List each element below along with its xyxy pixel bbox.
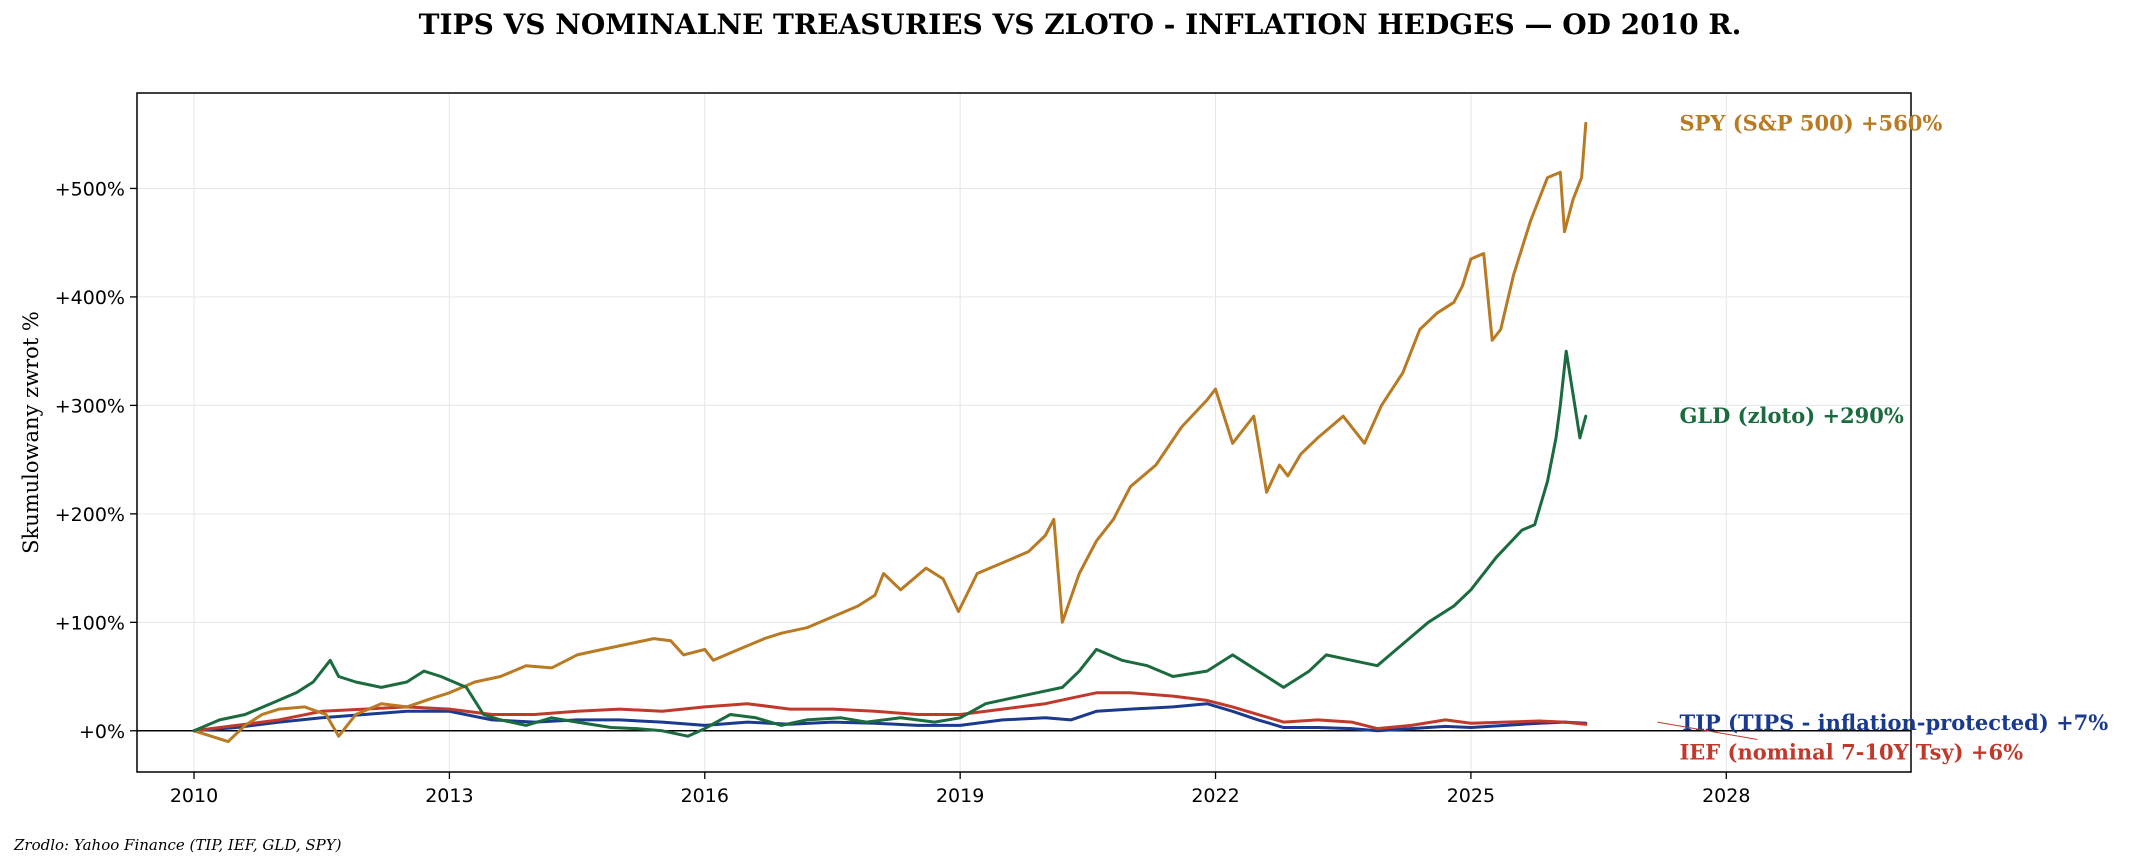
y-tick-label: +500% bbox=[55, 178, 125, 200]
x-tick-label: 2022 bbox=[1191, 785, 1239, 807]
series-line bbox=[192, 702, 1588, 733]
label-leader-line bbox=[1657, 721, 1758, 740]
y-tick-label: +200% bbox=[55, 504, 125, 526]
y-tick-label: +400% bbox=[55, 287, 125, 309]
x-tick-label: 2013 bbox=[425, 785, 473, 807]
x-tick-label: 2010 bbox=[170, 785, 218, 807]
x-tick-label: 2019 bbox=[936, 785, 984, 807]
series-line bbox=[192, 691, 1588, 733]
y-tick-label: +300% bbox=[55, 395, 125, 417]
series-end-label: TIP (TIPS - inflation-protected) +7% bbox=[1679, 710, 2108, 735]
y-axis-label: Skumulowany zwrot % bbox=[19, 311, 43, 554]
source-note: Zrodlo: Yahoo Finance (TIP, IEF, GLD, SP… bbox=[13, 836, 342, 854]
x-tick-label: 2016 bbox=[681, 785, 729, 807]
y-axis: +0% +100% +200% +300% +400% +500% bbox=[55, 178, 137, 743]
grid bbox=[137, 93, 1911, 772]
y-tick-label: +0% bbox=[79, 721, 125, 743]
series-group bbox=[192, 121, 1588, 744]
plot-frame bbox=[136, 92, 1912, 773]
x-axis: 2010 2013 2016 2019 2022 2025 2028 bbox=[170, 772, 1750, 807]
series-line bbox=[192, 121, 1588, 744]
end-labels: SPY (S&P 500) +560% GLD (zloto) +290% TIP … bbox=[1657, 110, 2108, 764]
x-tick-label: 2025 bbox=[1447, 785, 1495, 807]
series-line bbox=[192, 349, 1588, 738]
series-end-label: IEF (nominal 7-10Y Tsy) +6% bbox=[1679, 739, 2023, 764]
chart-title: TIPS VS NOMINALNE TREASURIES VS ZLOTO - … bbox=[419, 8, 1742, 41]
series-end-label: SPY (S&P 500) +560% bbox=[1679, 110, 1942, 135]
series-end-label: GLD (zloto) +290% bbox=[1679, 403, 1903, 428]
y-tick-label: +100% bbox=[55, 612, 125, 634]
x-tick-label: 2028 bbox=[1702, 785, 1750, 807]
